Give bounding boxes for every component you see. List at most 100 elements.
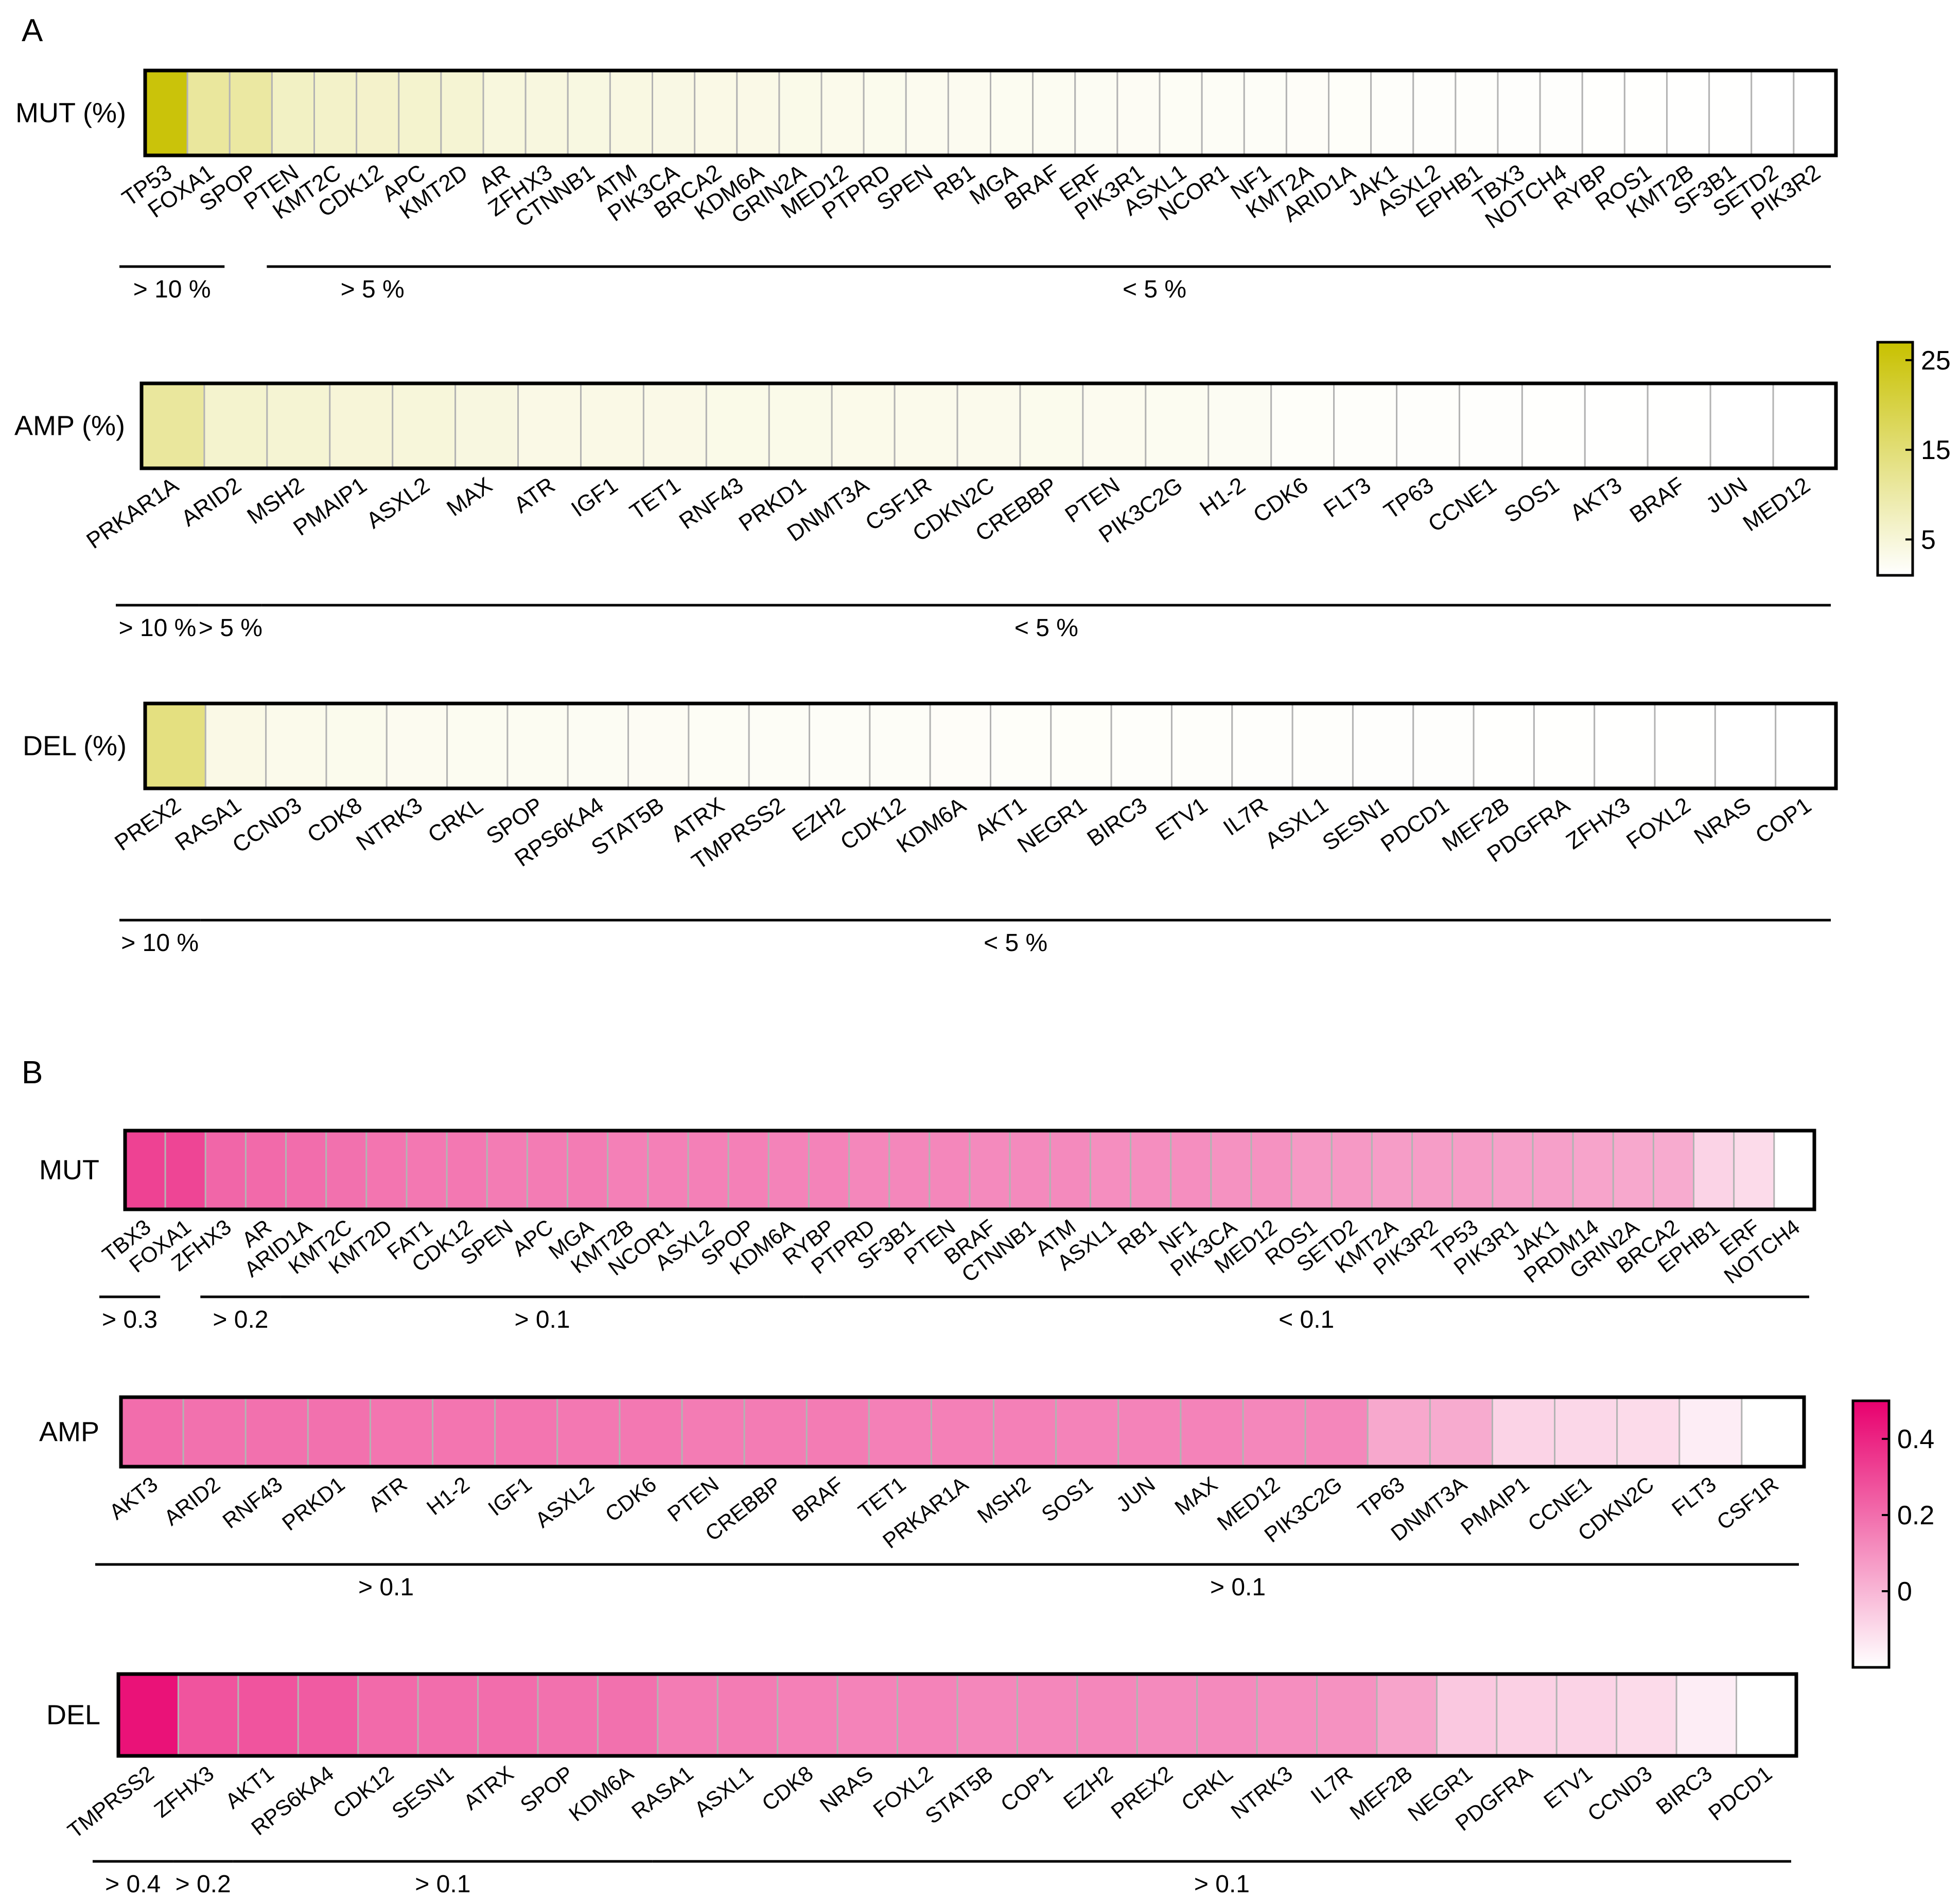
heatmap-cell-asxl2: [1412, 69, 1457, 156]
heatmap-cell-kmt2b: [1666, 69, 1710, 156]
heatmap-cell-pik3ca: [1210, 1130, 1252, 1210]
heatmap-cell-cdk12: [357, 1673, 419, 1757]
heatmap-cell-spen: [905, 69, 949, 156]
heatmap-cell-prex2: [144, 702, 206, 789]
heatmap-cell-ros1: [1290, 1130, 1333, 1210]
heatmap-cell-apc: [526, 1130, 569, 1210]
heatmap-cell-birc3: [1110, 702, 1172, 789]
heatmap-cell-birc3: [1675, 1673, 1738, 1757]
row-label: AMP: [39, 1417, 99, 1448]
heatmap-cell-sesn1: [417, 1673, 479, 1757]
heatmap-cell-pdgfra: [1533, 702, 1596, 789]
tick-label-akt3: AKT3: [1566, 472, 1626, 525]
heatmap-cell-tp63: [1367, 1396, 1431, 1468]
heatmap-cell-kmt2a: [1371, 1130, 1413, 1210]
heatmap-cell-cdk8: [325, 702, 388, 789]
heatmap-cell-zfhx3: [1594, 702, 1656, 789]
heatmap-cell-notch4: [1773, 1130, 1815, 1210]
heatmap-cell-pten: [681, 1396, 745, 1468]
heatmap-cell-mef2b: [1473, 702, 1535, 789]
colorbars: 25 15 5 0.4 0.2 0: [1851, 341, 1951, 1669]
heatmap-cell-pmaip1: [329, 382, 394, 469]
heatmap-cell-pik3c2g: [1304, 1396, 1369, 1468]
heatmap-cell-arid1a: [285, 1130, 327, 1210]
heatmap-cell-akt1: [237, 1673, 299, 1757]
group-label: > 0.1: [1210, 1574, 1266, 1601]
tick-label-h1-2: H1-2: [422, 1472, 474, 1520]
row-label: AMP (%): [14, 411, 125, 442]
heatmap-cell-rasa1: [657, 1673, 719, 1757]
colorbar-tick-label: 0.4: [1897, 1424, 1934, 1454]
heatmap-cell-braf: [969, 1130, 1011, 1210]
heatmap-cell-pik3r1: [1116, 69, 1161, 156]
heatmap-cell-pik3r2: [1411, 1130, 1454, 1210]
row-label: MUT (%): [15, 98, 126, 129]
tick-label-nras: NRAS: [815, 1761, 878, 1817]
heatmap-cell-ntrk3: [386, 702, 448, 789]
colorbar-tick-label: 5: [1921, 525, 1936, 555]
heatmap-cell-jak1: [1532, 1130, 1574, 1210]
row-label: DEL (%): [23, 731, 127, 762]
heatmap-cell-apc: [398, 69, 442, 156]
heatmap-cell-brca2: [1652, 1130, 1695, 1210]
heatmap-cell-tmprss2: [117, 1673, 179, 1757]
heatmap-cell-ephb1: [1693, 1130, 1735, 1210]
group-label: < 5 %: [1014, 614, 1078, 642]
tick-label-prex2: PREX2: [1107, 1761, 1177, 1824]
heatmap-cell-h1-2: [432, 1396, 496, 1468]
row-label: MUT: [39, 1155, 99, 1186]
heatmap-cell-setd2: [1751, 69, 1795, 156]
heatmap-cell-zfhx3: [524, 69, 569, 156]
heatmap-cell-rybp: [1581, 69, 1625, 156]
heatmap-cell-akt1: [990, 702, 1052, 789]
tick-label-rb1: RB1: [1113, 1214, 1161, 1259]
group-label: > 0.3: [102, 1306, 157, 1333]
row-label: DEL: [46, 1700, 100, 1731]
heatmap-cell-mga: [990, 69, 1034, 156]
heatmap-cell-tet1: [642, 382, 707, 469]
heatmap-cell-spen: [486, 1130, 528, 1210]
tick-label-med12: MED12: [1738, 472, 1814, 536]
group-label: > 5 %: [341, 276, 405, 303]
group-label: > 0.1: [415, 1871, 470, 1898]
heatmap-cell-kdm6a: [736, 69, 780, 156]
heatmap-cell-pmaip1: [1491, 1396, 1556, 1468]
heatmap-cell-negr1: [1050, 702, 1112, 789]
group-label: > 0.1: [1194, 1871, 1250, 1898]
tick-label-cdk6: CDK6: [1249, 472, 1312, 527]
heatmap-cell-tp53: [144, 69, 188, 156]
heatmap-cell-prkd1: [307, 1396, 371, 1468]
group-label: > 10 %: [133, 276, 211, 303]
tick-label-il7r: IL7R: [1306, 1761, 1357, 1808]
tick-label-atr: ATR: [364, 1472, 412, 1517]
group-label: > 0.4: [105, 1871, 161, 1898]
heatmap-cell-sf3b1: [1708, 69, 1753, 156]
heatmap-border: [143, 701, 1838, 790]
colorbar-tick-label: 0.2: [1897, 1501, 1934, 1530]
heatmap-cell-pten: [1082, 382, 1147, 469]
heatmap-cell-rb1: [1130, 1130, 1172, 1210]
heatmap-cell-rb1: [947, 69, 991, 156]
heatmap-border: [116, 1672, 1798, 1758]
heatmap-cell-stat5b: [956, 1673, 1018, 1757]
tick-label-cdk6: CDK6: [601, 1472, 661, 1526]
heatmap-cell-atrx: [688, 702, 750, 789]
heatmap-cell-mef2b: [1376, 1673, 1438, 1757]
tick-label-foxl2: FOXL2: [1622, 793, 1695, 854]
heatmap-cell-zfhx3: [204, 1130, 247, 1210]
heatmap-cell-fat1: [406, 1130, 448, 1210]
heatmap-cell-setd2: [1331, 1130, 1373, 1210]
heatmap-cell-atr: [369, 1396, 434, 1468]
heatmap-cell-pdgfra: [1496, 1673, 1557, 1757]
heatmap-cell-nras: [1714, 702, 1777, 789]
heatmap-cell-tp53: [1451, 1130, 1494, 1210]
heatmap-cell-cdk8: [777, 1673, 838, 1757]
heatmap-cell-ccnd3: [1616, 1673, 1677, 1757]
tick-label-msh2: MSH2: [973, 1472, 1035, 1528]
heatmap-cell-cdk6: [1270, 382, 1335, 469]
heatmap-cell-spop: [537, 1673, 599, 1757]
heatmap-cell-grin2a: [1612, 1130, 1654, 1210]
heatmap-rows: MUT (%)TP53FOXA1SPOPPTENKMT2CCDK12APCKMT…: [14, 68, 1838, 1898]
